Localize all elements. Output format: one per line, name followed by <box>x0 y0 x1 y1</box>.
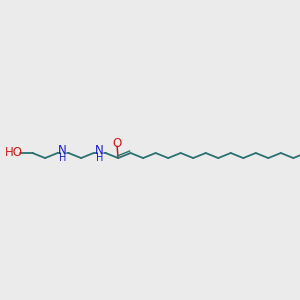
Text: O: O <box>112 136 122 150</box>
Text: H: H <box>96 153 103 163</box>
Text: H: H <box>59 153 66 163</box>
Text: HO: HO <box>5 146 23 160</box>
Text: N: N <box>95 145 104 158</box>
Text: N: N <box>58 145 67 158</box>
